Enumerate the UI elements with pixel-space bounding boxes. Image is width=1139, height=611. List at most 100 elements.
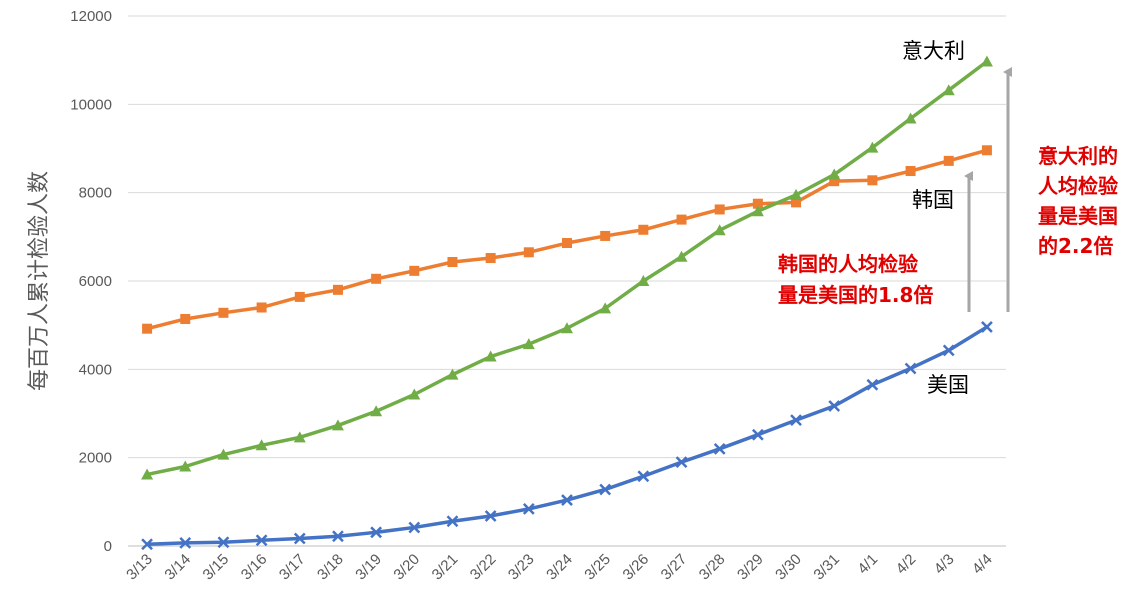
- data-point: [408, 388, 421, 400]
- data-point: [562, 238, 572, 249]
- x-tick-label: 4/1: [854, 551, 881, 578]
- data-point: [255, 534, 268, 547]
- data-point: [370, 526, 383, 539]
- data-point: [370, 405, 383, 417]
- x-tick-label: 3/24: [543, 551, 576, 584]
- data-point: [409, 265, 420, 276]
- data-point: [446, 515, 459, 528]
- data-point: [600, 230, 611, 241]
- data-point: [791, 197, 802, 208]
- data-point: [561, 322, 573, 334]
- data-point: [904, 112, 917, 124]
- x-tick-label: 3/28: [696, 551, 729, 584]
- x-tick-label: 3/25: [581, 551, 614, 584]
- data-point: [942, 84, 955, 96]
- data-point: [332, 284, 343, 295]
- y-tick-label: 6000: [79, 273, 112, 290]
- data-point: [484, 510, 497, 522]
- y-tick-label: 12000: [70, 8, 112, 25]
- data-point: [294, 291, 305, 302]
- x-tick-label: 3/22: [467, 551, 500, 584]
- x-tick-label: 3/21: [429, 551, 462, 584]
- series-label-usa: 美国: [927, 373, 969, 397]
- x-tick-label: 3/26: [620, 551, 653, 584]
- data-point: [790, 414, 802, 427]
- data-point: [485, 253, 496, 264]
- y-tick-label: 0: [104, 538, 112, 555]
- italy-note-line-3: 量是美国: [1038, 204, 1118, 228]
- y-tick-label: 4000: [79, 361, 112, 378]
- x-tick-label: 4/2: [893, 551, 920, 578]
- data-point: [561, 494, 573, 506]
- y-axis-ticks: 0 2000 4000 6000 8000 10000 12000: [70, 8, 112, 555]
- x-tick-label: 3/23: [505, 551, 538, 584]
- data-point: [179, 460, 192, 472]
- data-point: [675, 250, 688, 262]
- data-point: [331, 419, 344, 431]
- data-point: [980, 55, 993, 67]
- data-point: [981, 321, 993, 333]
- series-line: [147, 325, 988, 546]
- x-tick-label: 4/3: [931, 551, 958, 578]
- data-point: [714, 204, 725, 215]
- data-point: [751, 428, 764, 441]
- data-point: [179, 537, 192, 549]
- x-tick-label: 3/15: [200, 551, 233, 584]
- data-point: [332, 530, 344, 543]
- y-tick-label: 2000: [79, 450, 112, 467]
- data-point: [675, 456, 688, 468]
- x-tick-label: 3/14: [161, 551, 194, 584]
- x-tick-label: 3/13: [123, 551, 156, 584]
- data-point: [829, 176, 840, 187]
- korea-note-line-2: 量是美国的1.8倍: [778, 283, 933, 307]
- y-tick-label: 8000: [79, 185, 112, 202]
- data-point: [866, 141, 879, 153]
- data-point: [293, 431, 306, 443]
- data-point: [218, 307, 229, 318]
- data-point: [141, 538, 153, 551]
- data-point: [408, 521, 421, 534]
- data-point: [676, 214, 687, 225]
- data-point: [446, 368, 459, 380]
- data-point: [981, 145, 992, 156]
- x-tick-label: 3/19: [352, 551, 385, 584]
- data-point: [942, 344, 955, 357]
- korea-note-line-1: 韩国的人均检验: [778, 252, 918, 276]
- data-point: [905, 166, 916, 177]
- data-point: [752, 198, 763, 209]
- data-point: [713, 442, 726, 455]
- series-label-italy: 意大利: [902, 39, 965, 63]
- series-label-korea: 韩国: [912, 188, 954, 212]
- data-point: [867, 175, 878, 186]
- data-point: [447, 257, 458, 268]
- data-point: [751, 205, 764, 217]
- data-point: [637, 470, 650, 483]
- data-point: [180, 313, 191, 324]
- gridlines: [128, 15, 1006, 547]
- data-point: [523, 247, 534, 258]
- data-point: [599, 302, 612, 314]
- data-point: [904, 362, 917, 375]
- data-point: [371, 273, 382, 284]
- data-point: [638, 224, 649, 235]
- data-point: [217, 448, 230, 460]
- x-tick-label: 3/20: [390, 551, 423, 584]
- x-tick-label: 4/4: [969, 551, 996, 578]
- data-point: [142, 323, 153, 334]
- data-point: [637, 275, 650, 286]
- italy-note-line-4: 的2.2倍: [1038, 234, 1113, 258]
- data-point: [866, 378, 879, 391]
- data-point: [484, 350, 497, 362]
- x-axis-ticks: 3/13 3/14 3/15 3/16 3/17 3/18 3/19 3/20 3/21 3/22…: [123, 545, 1006, 584]
- x-tick-label: 3/18: [314, 551, 347, 584]
- data-point: [293, 532, 306, 545]
- italy-note-line-2: 人均检验: [1038, 174, 1118, 198]
- x-tick-label: 3/17: [276, 551, 309, 584]
- data-point: [828, 400, 841, 412]
- y-tick-label: 10000: [70, 96, 112, 113]
- y-axis-label: 每百万人累计检验人数: [27, 171, 52, 391]
- data-point: [255, 439, 268, 451]
- data-point: [599, 483, 612, 496]
- data-point: [828, 168, 841, 180]
